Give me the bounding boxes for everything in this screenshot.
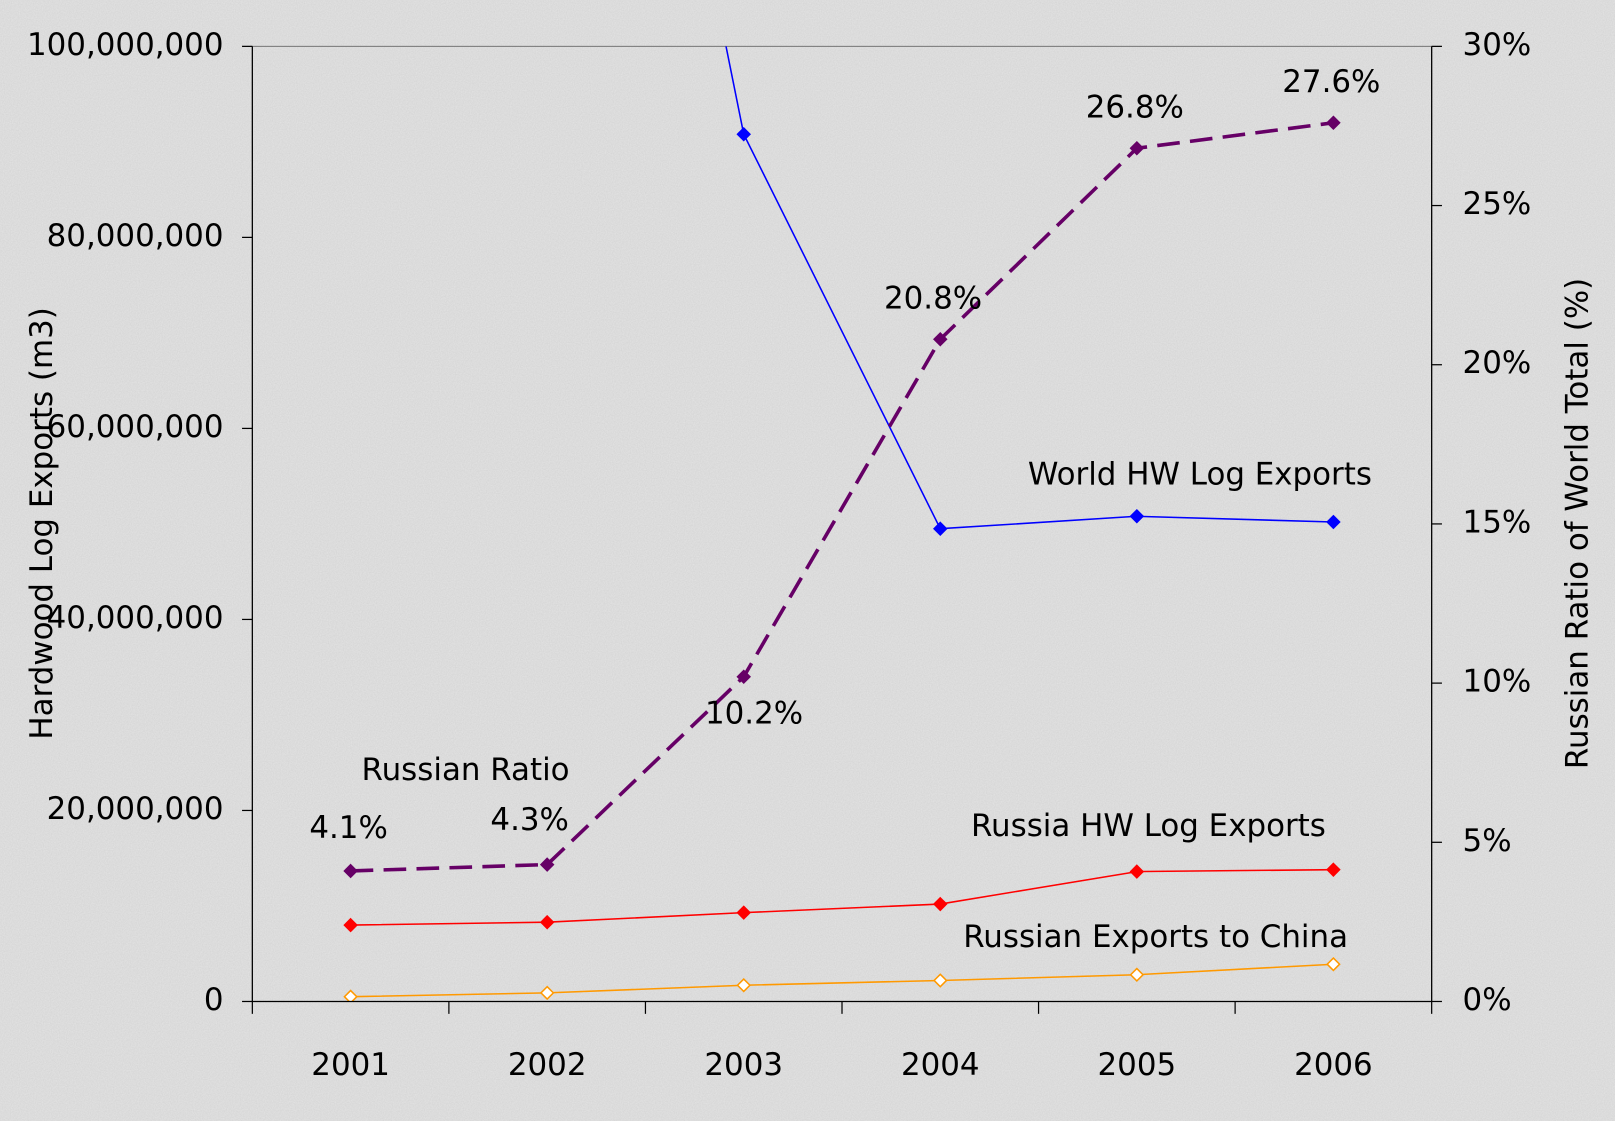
y2-tick-label: 15% [1463,504,1532,540]
data-point [539,985,555,1001]
y2-tick-label: 5% [1463,823,1512,859]
y2-tick-label: 30% [1463,27,1532,63]
data-point [343,863,358,879]
y-axis-title: Hardwood Log Exports (m3) [24,307,60,739]
y2-tick-label: 25% [1463,186,1532,222]
series-label: Russia HW Log Exports [971,808,1326,844]
data-label: 26.8% [1086,90,1184,126]
data-point [1129,864,1145,879]
data-point [1129,509,1145,524]
data-label: 20.8% [884,281,982,317]
series-line [350,120,1334,873]
data-point [1326,115,1341,131]
x-tick-label: 2004 [901,1047,980,1083]
data-point [539,914,555,930]
data-point [343,989,358,1002]
series-label: Russian Ratio [362,752,570,788]
y2-axis-title: Russian Ratio of World Total (%) [1559,278,1595,769]
y2-tick-label: 20% [1463,345,1532,381]
data-point [736,126,751,142]
y-tick-label: 100,000,000 [27,27,223,63]
series-label: Russian Exports to China [963,919,1348,955]
y2-tick-label: 0% [1463,982,1512,1018]
x-tick-label: 2005 [1098,1047,1177,1083]
y-tick-label: 40,000,000 [47,600,224,636]
data-point [1129,967,1145,983]
x-tick-label: 2002 [508,1047,587,1083]
series-line [350,963,1334,998]
series-label: World HW Log Exports [1028,457,1372,493]
data-label: 10.2% [705,695,803,731]
series-line [725,46,1334,530]
data-point [736,905,751,920]
data-point [1326,862,1341,877]
y2-tick-label: 10% [1463,664,1532,700]
data-point [539,857,555,872]
y-tick-label: 60,000,000 [47,409,224,445]
data-point [736,669,751,685]
y-tick-label: 20,000,000 [47,791,224,827]
data-label: 27.6% [1282,64,1380,100]
data-point [933,973,948,988]
series-line [350,868,1334,926]
plot-area [343,46,1341,1002]
y-tick-label: 0 [204,982,224,1018]
data-label: 4.3% [490,802,568,838]
data-point [933,331,948,347]
data-point [1326,514,1341,530]
data-point [1129,140,1145,156]
x-tick-label: 2003 [704,1047,783,1083]
data-label: 4.1% [309,810,387,846]
x-tick-label: 2001 [311,1047,390,1083]
data-point [1326,956,1341,972]
data-point [933,896,948,912]
data-point [933,521,948,536]
data-point [736,977,751,993]
y-tick-label: 80,000,000 [47,218,224,254]
data-point [343,917,358,933]
x-tick-label: 2006 [1294,1047,1373,1083]
